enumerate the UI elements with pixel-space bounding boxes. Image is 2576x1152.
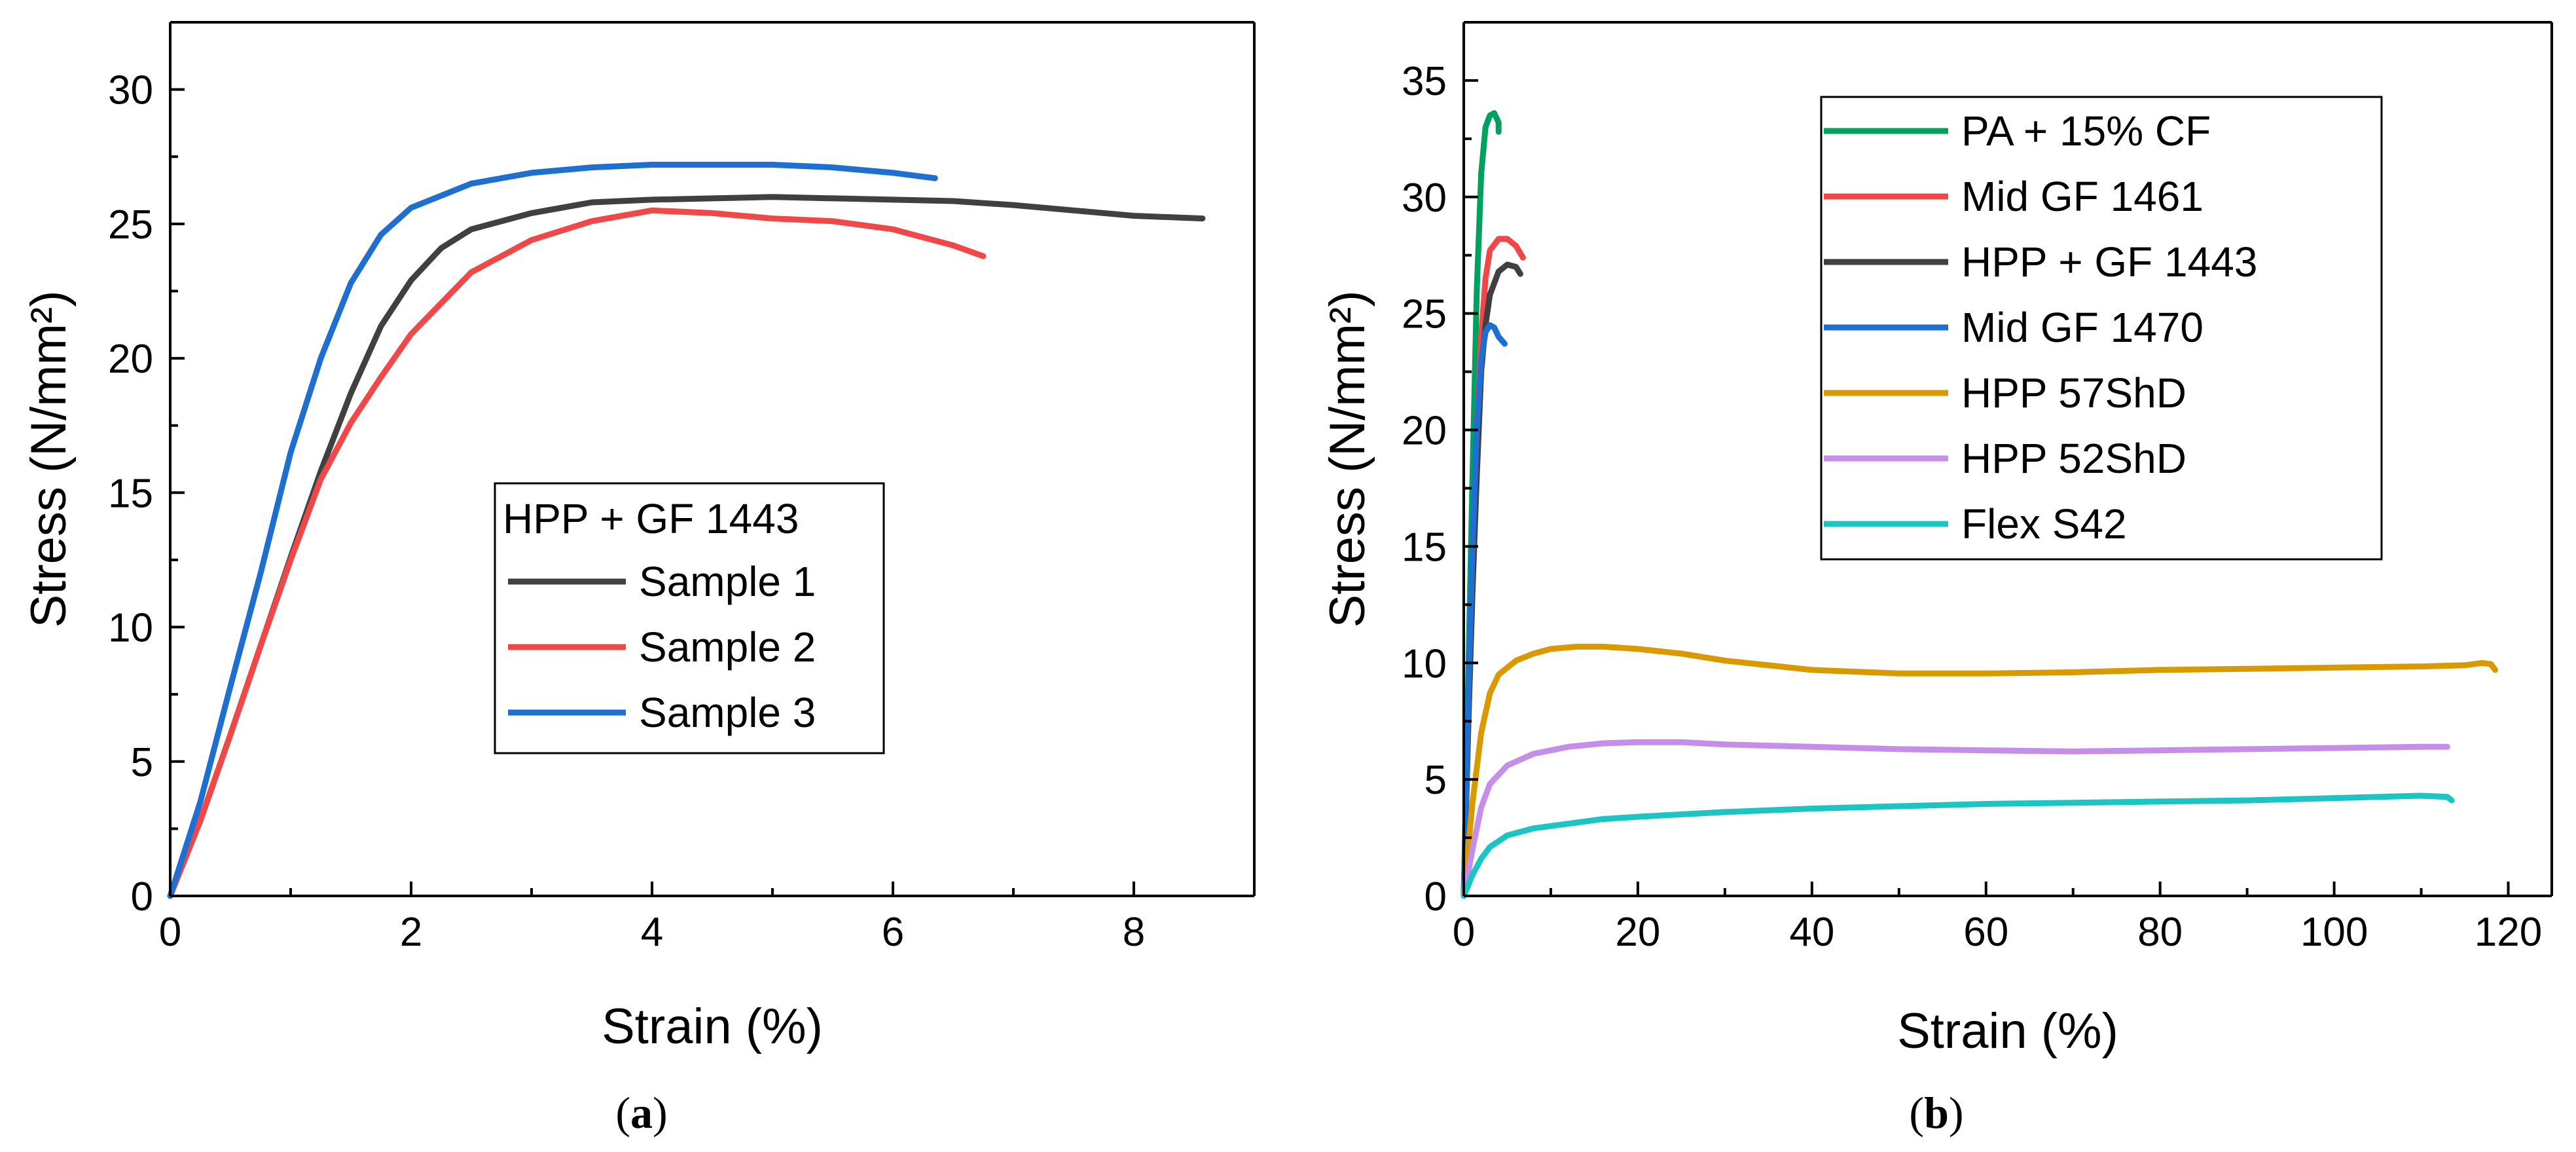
panel-b-legend-label-hpp-52shd: HPP 52ShD [1961,435,2186,482]
panel-a-y-tick-label: 15 [108,471,153,516]
panel-a-x-tick-label: 4 [641,910,663,955]
panel-a-y-tick-label: 30 [108,68,153,113]
panel-a-x-tick-label: 6 [882,910,904,955]
panel-a-y-tick-label: 0 [131,874,153,920]
panel-b-y-tick-label: 30 [1402,176,1447,221]
panel-a-x-tick-label: 8 [1123,910,1145,955]
panel-b-x-tick-label: 80 [2137,910,2183,955]
panel-b-y-tick-label: 35 [1402,59,1447,104]
panel-a-x-tick-label: 0 [159,910,181,955]
panel-b-caption-close: ) [1949,1088,1964,1138]
panel-b-caption-letter: b [1924,1088,1949,1138]
panel-b-x-axis-title: Strain (%) [1897,1003,2118,1059]
panel-b-y-tick-label: 5 [1424,758,1447,803]
panel-b-y-tick-label: 25 [1402,292,1447,337]
panel-a-y-axis-title: Stress (N/mm²) [21,290,77,627]
panel-b-x-tick-label: 0 [1453,910,1475,955]
panel-b-series-mid-gf-1470 [1460,322,1508,899]
panel-a-caption-open: ( [615,1088,630,1138]
panel-a-series-sample-3 [167,162,938,899]
panel-b-y-tick-label: 0 [1424,874,1447,920]
panel-b-y-tick-label: 20 [1402,409,1447,454]
panel-a-legend-label-sample-2: Sample 2 [639,623,816,671]
panel-b-caption-open: ( [1909,1088,1924,1138]
panel-a-y-tick-label: 25 [108,202,153,248]
panel-b-x-tick-label: 40 [1789,910,1834,955]
panel-b-legend-label-hpp-57shd: HPP 57ShD [1961,369,2186,417]
panel-a-legend-label-sample-1: Sample 1 [639,558,816,605]
panel-b-legend-label-mid-gf-1461: Mid GF 1461 [1961,173,2204,220]
panel-b-caption: (b) [1909,1088,1963,1138]
panel-b-x-tick-label: 20 [1615,910,1660,955]
panel-a-x-tick-label: 2 [400,910,422,955]
panel-b-x-tick-label: 120 [2475,910,2542,955]
panel-a-legend-label-sample-3: Sample 3 [639,689,816,736]
panel-a-y-tick-label: 20 [108,337,153,382]
panel-a-x-axis-title: Strain (%) [602,999,823,1054]
panel-a-caption-letter: a [630,1088,653,1138]
panel-a-legend: HPP + GF 1443 Sample 1 Sample 2 Sample 3 [494,482,885,754]
panel-a-series-sample-2 [167,207,987,899]
panel-a-legend-box [494,482,885,754]
panel-a-y-tick-label: 5 [131,740,153,785]
panel-b-series-hpp-57shd [1460,643,2499,899]
panel-a-y-tick-label: 10 [108,606,153,651]
panel-a-caption: (a) [615,1088,667,1138]
panel-b-legend: PA + 15% CF Mid GF 1461 HPP + GF 1443 Mid G… [1820,96,2383,561]
panel-b-legend-label-mid-gf-1470: Mid GF 1470 [1961,304,2204,351]
panel-b-x-tick-label: 60 [1963,910,2008,955]
panel-a-caption-close: ) [653,1088,668,1138]
panel-b-y-tick-label: 10 [1402,641,1447,686]
panel-b-y-tick-label: 15 [1402,525,1447,570]
panel-b-series-group [1460,110,2499,899]
panel-b-series-flex-s42 [1460,792,2455,899]
panel-b-y-axis-title: Stress (N/mm²) [1320,290,1375,627]
panel-b-series-hpp-52shd [1460,739,2450,899]
panel-b-axes: 0 20 40 60 80 100 120 0 5 10 15 20 25 30 35 [1402,21,2553,955]
panel-b-legend-label-flex-s42: Flex S42 [1961,500,2127,548]
panel-b-stress-strain-chart: 0 20 40 60 80 100 120 0 5 10 15 20 25 30 35 PA + 15% C… [1320,21,2553,1138]
panel-b-legend-label-pa-15-cf: PA + 15% CF [1961,107,2211,155]
panel-a-stress-strain-chart: 0 2 4 6 8 0 5 10 15 20 25 30 HPP + GF 1443 Sample 1 S… [21,21,1256,1138]
panel-a-series-group [167,162,1206,899]
panel-a-legend-title: HPP + GF 1443 [503,495,799,542]
panel-b-x-tick-label: 100 [2300,910,2368,955]
panel-a-axes: 0 2 4 6 8 0 5 10 15 20 25 30 [108,21,1256,955]
panel-b-legend-label-hpp-gf-1443: HPP + GF 1443 [1961,238,2257,286]
